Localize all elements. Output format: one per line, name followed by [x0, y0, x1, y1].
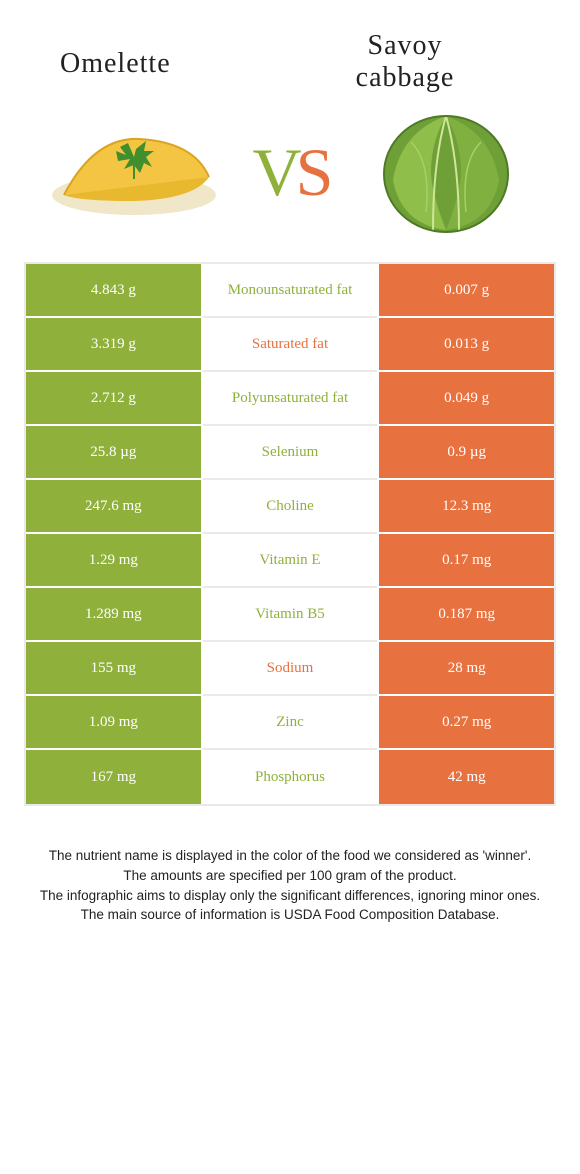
value-left: 1.289 mg [26, 588, 203, 642]
table-row: 167 mgPhosphorus42 mg [26, 750, 554, 804]
nutrient-label: Phosphorus [203, 750, 378, 804]
nutrient-label: Vitamin E [203, 534, 378, 588]
value-left: 1.29 mg [26, 534, 203, 588]
value-left: 247.6 mg [26, 480, 203, 534]
food-title-right: Savoy cabbage [290, 30, 520, 94]
value-left: 4.843 g [26, 264, 203, 318]
omelette-image [44, 112, 224, 232]
footnote-line: The nutrient name is displayed in the co… [38, 846, 542, 866]
value-left: 2.712 g [26, 372, 203, 426]
table-row: 1.289 mgVitamin B50.187 mg [26, 588, 554, 642]
table-row: 4.843 gMonounsaturated fat0.007 g [26, 264, 554, 318]
food-title-left: Omelette [60, 30, 290, 80]
nutrient-label: Zinc [203, 696, 378, 750]
nutrient-label: Sodium [203, 642, 378, 696]
nutrient-label: Polyunsaturated fat [203, 372, 378, 426]
value-right: 0.9 µg [377, 426, 554, 480]
table-row: 155 mgSodium28 mg [26, 642, 554, 696]
value-right: 42 mg [377, 750, 554, 804]
nutrient-label: Vitamin B5 [203, 588, 378, 642]
value-right: 0.17 mg [377, 534, 554, 588]
nutrient-table: 4.843 gMonounsaturated fat0.007 g3.319 g… [24, 262, 556, 806]
value-left: 3.319 g [26, 318, 203, 372]
value-right: 12.3 mg [377, 480, 554, 534]
value-left: 167 mg [26, 750, 203, 804]
value-right: 28 mg [377, 642, 554, 696]
header: Omelette Savoy cabbage [20, 30, 560, 104]
nutrient-label: Selenium [203, 426, 378, 480]
value-left: 155 mg [26, 642, 203, 696]
images-row: VS [20, 104, 560, 262]
value-right: 0.187 mg [377, 588, 554, 642]
vs-label: VS [253, 133, 328, 212]
vs-s: S [296, 133, 328, 212]
nutrient-label: Saturated fat [203, 318, 378, 372]
nutrient-label: Choline [203, 480, 378, 534]
value-right: 0.27 mg [377, 696, 554, 750]
nutrient-label: Monounsaturated fat [203, 264, 378, 318]
footnotes: The nutrient name is displayed in the co… [20, 806, 560, 924]
value-left: 1.09 mg [26, 696, 203, 750]
value-right: 0.049 g [377, 372, 554, 426]
table-row: 2.712 gPolyunsaturated fat0.049 g [26, 372, 554, 426]
footnote-line: The main source of information is USDA F… [38, 905, 542, 925]
vs-v: V [253, 133, 296, 212]
footnote-line: The amounts are specified per 100 gram o… [38, 866, 542, 886]
table-row: 25.8 µgSelenium0.9 µg [26, 426, 554, 480]
value-left: 25.8 µg [26, 426, 203, 480]
table-row: 247.6 mgCholine12.3 mg [26, 480, 554, 534]
table-row: 1.09 mgZinc0.27 mg [26, 696, 554, 750]
footnote-line: The infographic aims to display only the… [38, 886, 542, 906]
value-right: 0.007 g [377, 264, 554, 318]
cabbage-image [356, 112, 536, 232]
table-row: 1.29 mgVitamin E0.17 mg [26, 534, 554, 588]
table-row: 3.319 gSaturated fat0.013 g [26, 318, 554, 372]
value-right: 0.013 g [377, 318, 554, 372]
